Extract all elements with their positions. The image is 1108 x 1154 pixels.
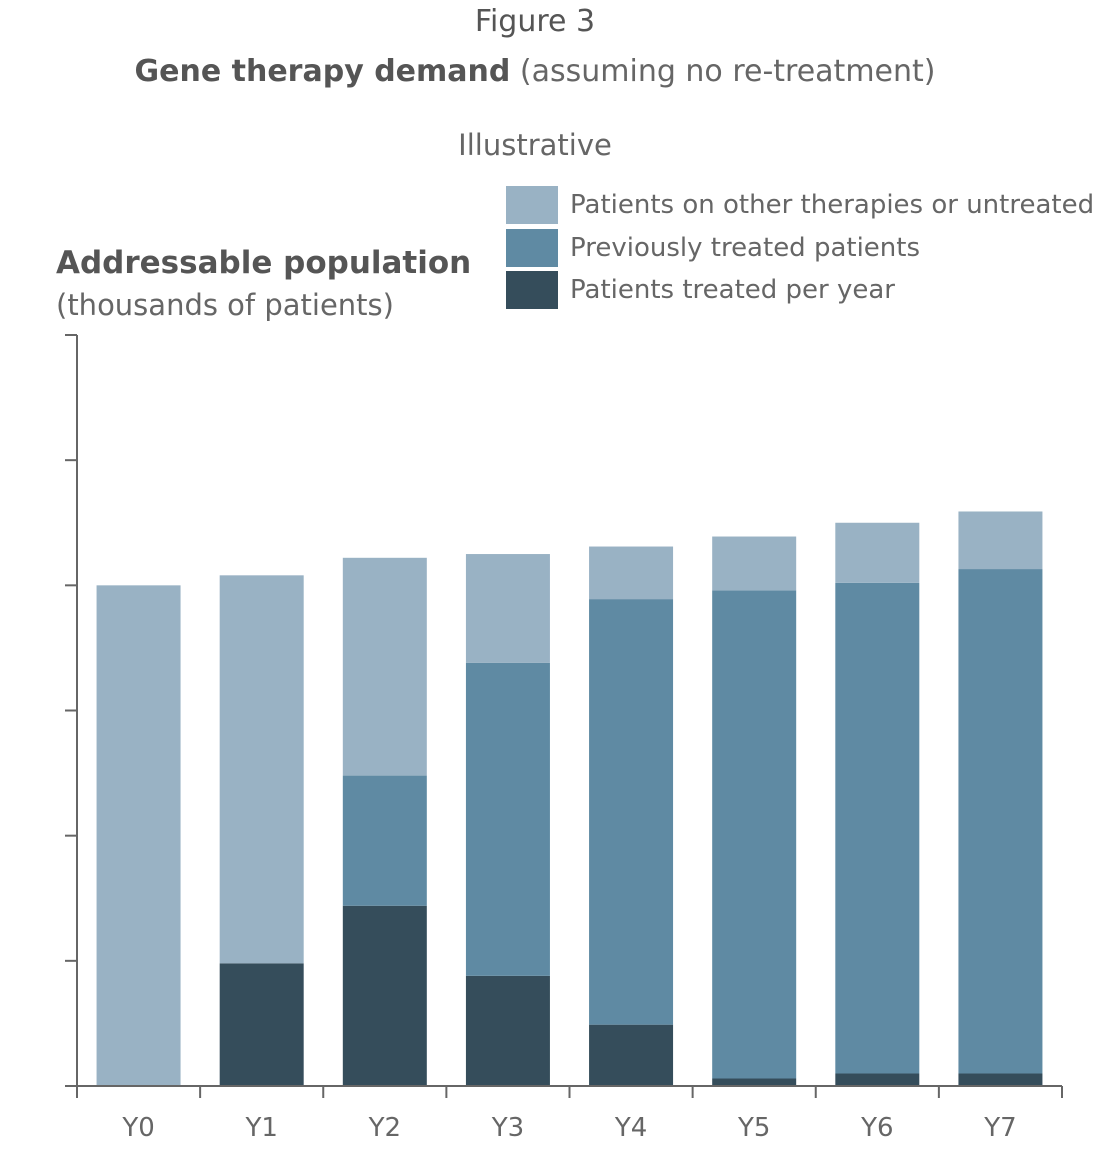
chart-title-main: Gene therapy demand [134,54,511,89]
bar-y6-patients-on-other-therapies-or-untreated [835,522,920,583]
bar-y1-patients-treated-per-year [219,963,304,1086]
y-axis-label-unit: (thousands of patients) [56,288,394,322]
chart-title: Gene therapy demand (assuming no re-trea… [0,54,1070,89]
bar-y3-previously-treated-patients [465,662,550,976]
bar-y6-patients-treated-per-year [835,1073,920,1086]
x-tick-label-y2: Y2 [368,1113,401,1143]
bar-y5-patients-treated-per-year [712,1078,797,1086]
x-tick-label-y5: Y5 [737,1113,770,1143]
legend-swatch-treated-per-year [506,271,558,309]
bar-y0-patients-on-other-therapies-or-untreated [96,585,181,1086]
chart-legend: Patients on other therapies or untreated… [506,186,1094,314]
bar-y3-patients-treated-per-year [465,975,550,1086]
bar-y4-patients-treated-per-year [589,1024,674,1086]
legend-item-previously-treated: Previously treated patients [506,228,1094,267]
chart-title-sub: (assuming no re-treatment) [519,54,936,89]
bar-y6-previously-treated-patients [835,582,920,1074]
legend-label-other-untreated: Patients on other therapies or untreated [570,190,1095,220]
bar-y5-previously-treated-patients [712,590,797,1079]
legend-item-treated-per-year: Patients treated per year [506,271,1094,309]
bar-y3-patients-on-other-therapies-or-untreated [465,554,550,663]
bar-y2-patients-on-other-therapies-or-untreated [342,557,427,776]
bar-y4-patients-on-other-therapies-or-untreated [589,546,674,600]
x-tick-label-y4: Y4 [614,1113,647,1143]
x-tick-label-y6: Y6 [860,1113,893,1143]
x-tick-label-y0: Y0 [121,1113,154,1143]
y-axis-label-main: Addressable population [56,245,472,281]
x-tick-label-y7: Y7 [983,1113,1016,1143]
bar-y2-patients-treated-per-year [342,905,427,1086]
x-tick-label-y1: Y1 [244,1113,277,1143]
legend-swatch-other-untreated [506,186,558,224]
bar-y2-previously-treated-patients [342,775,427,906]
bar-y4-previously-treated-patients [589,599,674,1025]
bar-y1-patients-on-other-therapies-or-untreated [219,575,304,964]
legend-label-previously-treated: Previously treated patients [570,232,921,263]
bar-y7-patients-treated-per-year [958,1073,1043,1086]
legend-swatch-previously-treated [506,228,558,267]
bar-y7-previously-treated-patients [958,569,1043,1074]
figure-label: Figure 3 [474,4,596,39]
x-tick-label-y3: Y3 [491,1113,524,1143]
bar-y7-patients-on-other-therapies-or-untreated [958,511,1043,570]
y-axis-label: Addressable population (thousands of pat… [56,242,471,326]
legend-label-treated-per-year: Patients treated per year [570,275,895,305]
legend-item-other-untreated: Patients on other therapies or untreated [506,186,1094,224]
illustrative-note: Illustrative [458,128,612,162]
bar-y5-patients-on-other-therapies-or-untreated [712,536,797,591]
